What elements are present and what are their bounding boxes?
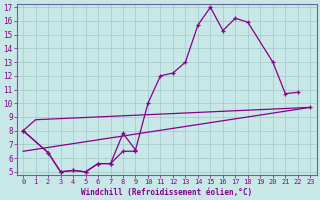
X-axis label: Windchill (Refroidissement éolien,°C): Windchill (Refroidissement éolien,°C): [81, 188, 252, 197]
